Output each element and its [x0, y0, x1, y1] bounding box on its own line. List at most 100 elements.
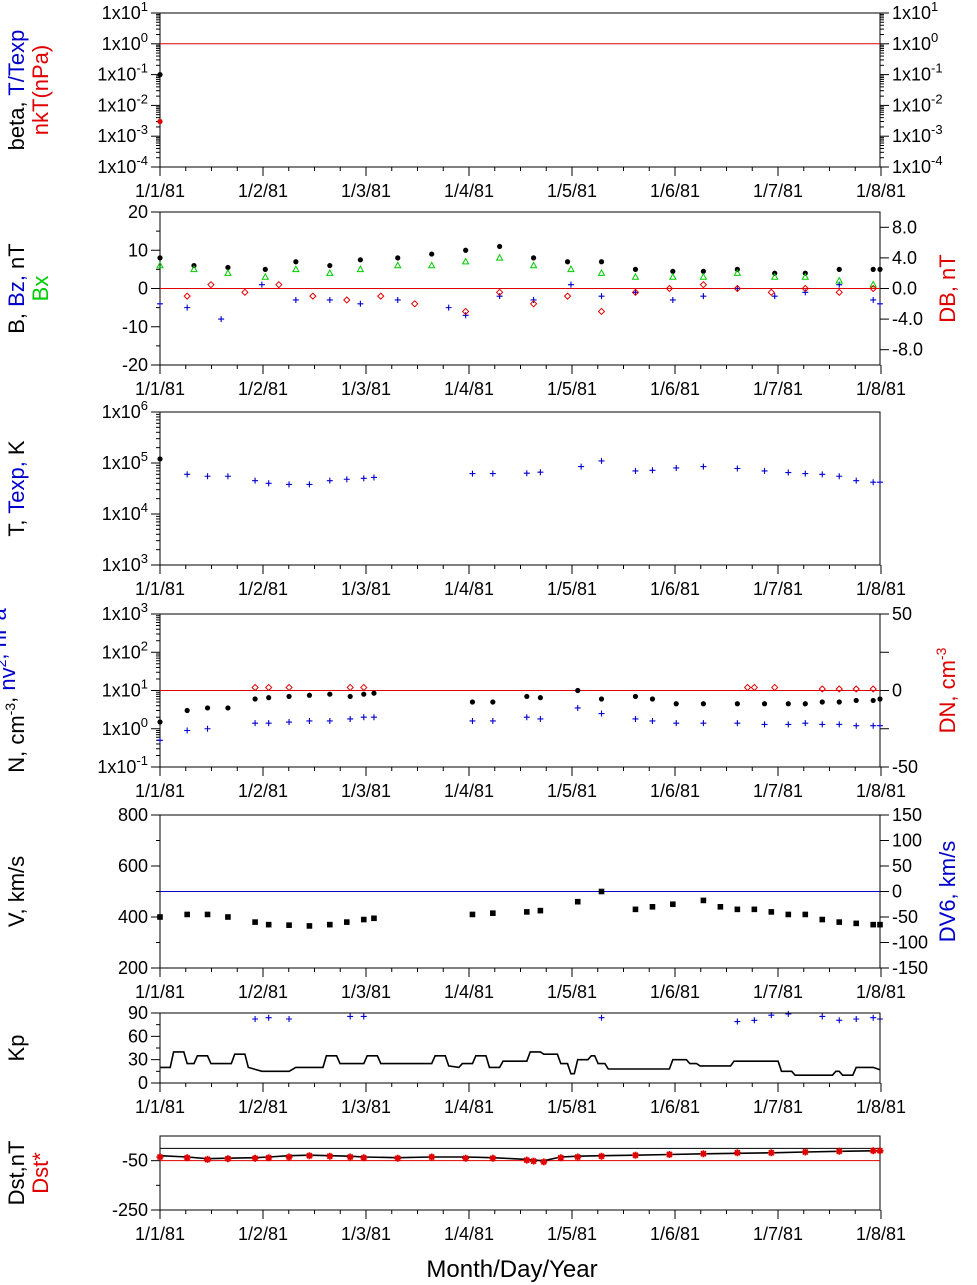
y-tick-label-right: 1x10-2	[892, 91, 943, 115]
y-tick-label: 30	[128, 1050, 148, 1070]
data-point	[157, 118, 163, 125]
data-point	[286, 719, 293, 726]
plot-frame	[159, 411, 881, 566]
data-point	[360, 475, 367, 482]
y-tick-label-right: 1x10-3	[892, 122, 943, 146]
y-tick-label-right: -150	[892, 958, 928, 978]
y-tick-label: 1x100	[102, 715, 148, 739]
data-point	[207, 280, 215, 289]
data-point	[700, 897, 707, 904]
data-point	[343, 476, 350, 483]
x-tick-label: 1/1/81	[135, 579, 185, 599]
data-point	[204, 725, 211, 732]
data-point	[853, 1016, 860, 1022]
x-tick-label: 1/6/81	[650, 781, 700, 801]
data-point	[869, 284, 877, 293]
data-point	[700, 293, 707, 300]
data-point	[461, 307, 470, 316]
data-point	[801, 272, 810, 280]
data-point	[357, 257, 363, 263]
data-point	[836, 919, 843, 925]
data-point	[184, 911, 190, 918]
y-tick-label: 1x10-2	[97, 91, 148, 115]
data-point	[224, 268, 232, 276]
data-point	[632, 906, 639, 913]
x-tick-label: 1/1/81	[135, 379, 185, 399]
x-tick-label: 1/7/81	[753, 1097, 803, 1117]
x-tick-label: 1/8/81	[856, 379, 906, 399]
y-axis-label: N, cm-3, nv2, nPa	[0, 607, 29, 772]
data-point	[377, 292, 385, 300]
x-tick-label: 1/1/81	[135, 982, 185, 1002]
data-point	[802, 470, 809, 477]
y-tick-label: 0	[138, 279, 148, 299]
y-tick-label: 1x10-1	[97, 753, 148, 777]
data-point	[370, 474, 377, 481]
data-point	[767, 1149, 775, 1157]
data-point	[700, 720, 707, 727]
y-tick-label: 20	[128, 202, 148, 222]
data-point	[394, 296, 401, 303]
data-point	[819, 1013, 826, 1020]
data-point	[877, 479, 883, 486]
data-point	[870, 266, 876, 272]
data-point	[835, 276, 844, 284]
plot-frame	[159, 1135, 881, 1211]
data-point	[649, 696, 656, 702]
y-tick-label: 0	[138, 1073, 148, 1093]
y-axis-label: beta, T/Texp	[4, 30, 29, 151]
data-point	[750, 683, 759, 692]
data-point	[836, 473, 843, 480]
x-tick-label: 1/5/81	[547, 579, 597, 599]
data-point	[497, 243, 503, 250]
data-point	[836, 699, 842, 705]
data-point	[853, 920, 860, 927]
x-tick-label: 1/8/81	[856, 181, 906, 201]
data-point	[733, 284, 742, 293]
data-point	[853, 477, 860, 484]
y-tick-label: -50	[122, 1151, 148, 1171]
data-point	[670, 268, 676, 274]
data-point	[224, 473, 231, 480]
panel-dst: -50 -250 1/1/81 1/2/81 1/3/81 1/4/81 1/5/81 1/6…	[4, 1135, 906, 1244]
y-tick-label-right: -50	[892, 907, 918, 927]
data-point	[347, 715, 354, 722]
y-tick-label: 90	[128, 1003, 148, 1023]
y-axis-label: Kp	[4, 1035, 29, 1062]
data-point	[411, 300, 419, 308]
y-tick-label-right: 8.0	[892, 217, 917, 237]
data-point	[326, 296, 333, 303]
data-point	[835, 685, 843, 693]
data-point	[462, 312, 469, 319]
data-point	[598, 1014, 605, 1021]
data-point	[346, 1153, 354, 1161]
y-tick-label: 1x100	[102, 30, 148, 54]
data-point	[429, 251, 435, 257]
data-point	[836, 266, 842, 272]
data-point	[327, 691, 333, 697]
y-axis-label: Dst,nT	[4, 1141, 29, 1206]
data-point	[785, 721, 792, 728]
y-tick-label: 1x104	[102, 500, 148, 524]
data-point	[557, 1154, 565, 1162]
right-y-axis-label: DV6, km/s	[935, 841, 960, 942]
data-point	[632, 693, 639, 700]
x-tick-label: 1/2/81	[238, 579, 288, 599]
data-point	[567, 265, 575, 273]
data-point	[327, 921, 333, 928]
y-axis-label-2: nkT(nPa)	[28, 45, 53, 135]
data-point	[632, 289, 639, 296]
data-point	[360, 916, 367, 923]
x-tick-label: 1/8/81	[856, 1224, 906, 1244]
data-point	[285, 683, 293, 692]
x-tick-label: 1/5/81	[547, 181, 597, 201]
y-tick-label-right: 50	[892, 856, 912, 876]
x-tick-label: 1/2/81	[238, 379, 288, 399]
data-point	[343, 296, 351, 304]
data-point	[489, 717, 496, 724]
x-tick-label: 1/2/81	[238, 781, 288, 801]
data-point	[819, 721, 826, 728]
data-point	[802, 720, 809, 727]
data-point	[598, 259, 605, 265]
x-tick-label: 1/7/81	[753, 579, 803, 599]
